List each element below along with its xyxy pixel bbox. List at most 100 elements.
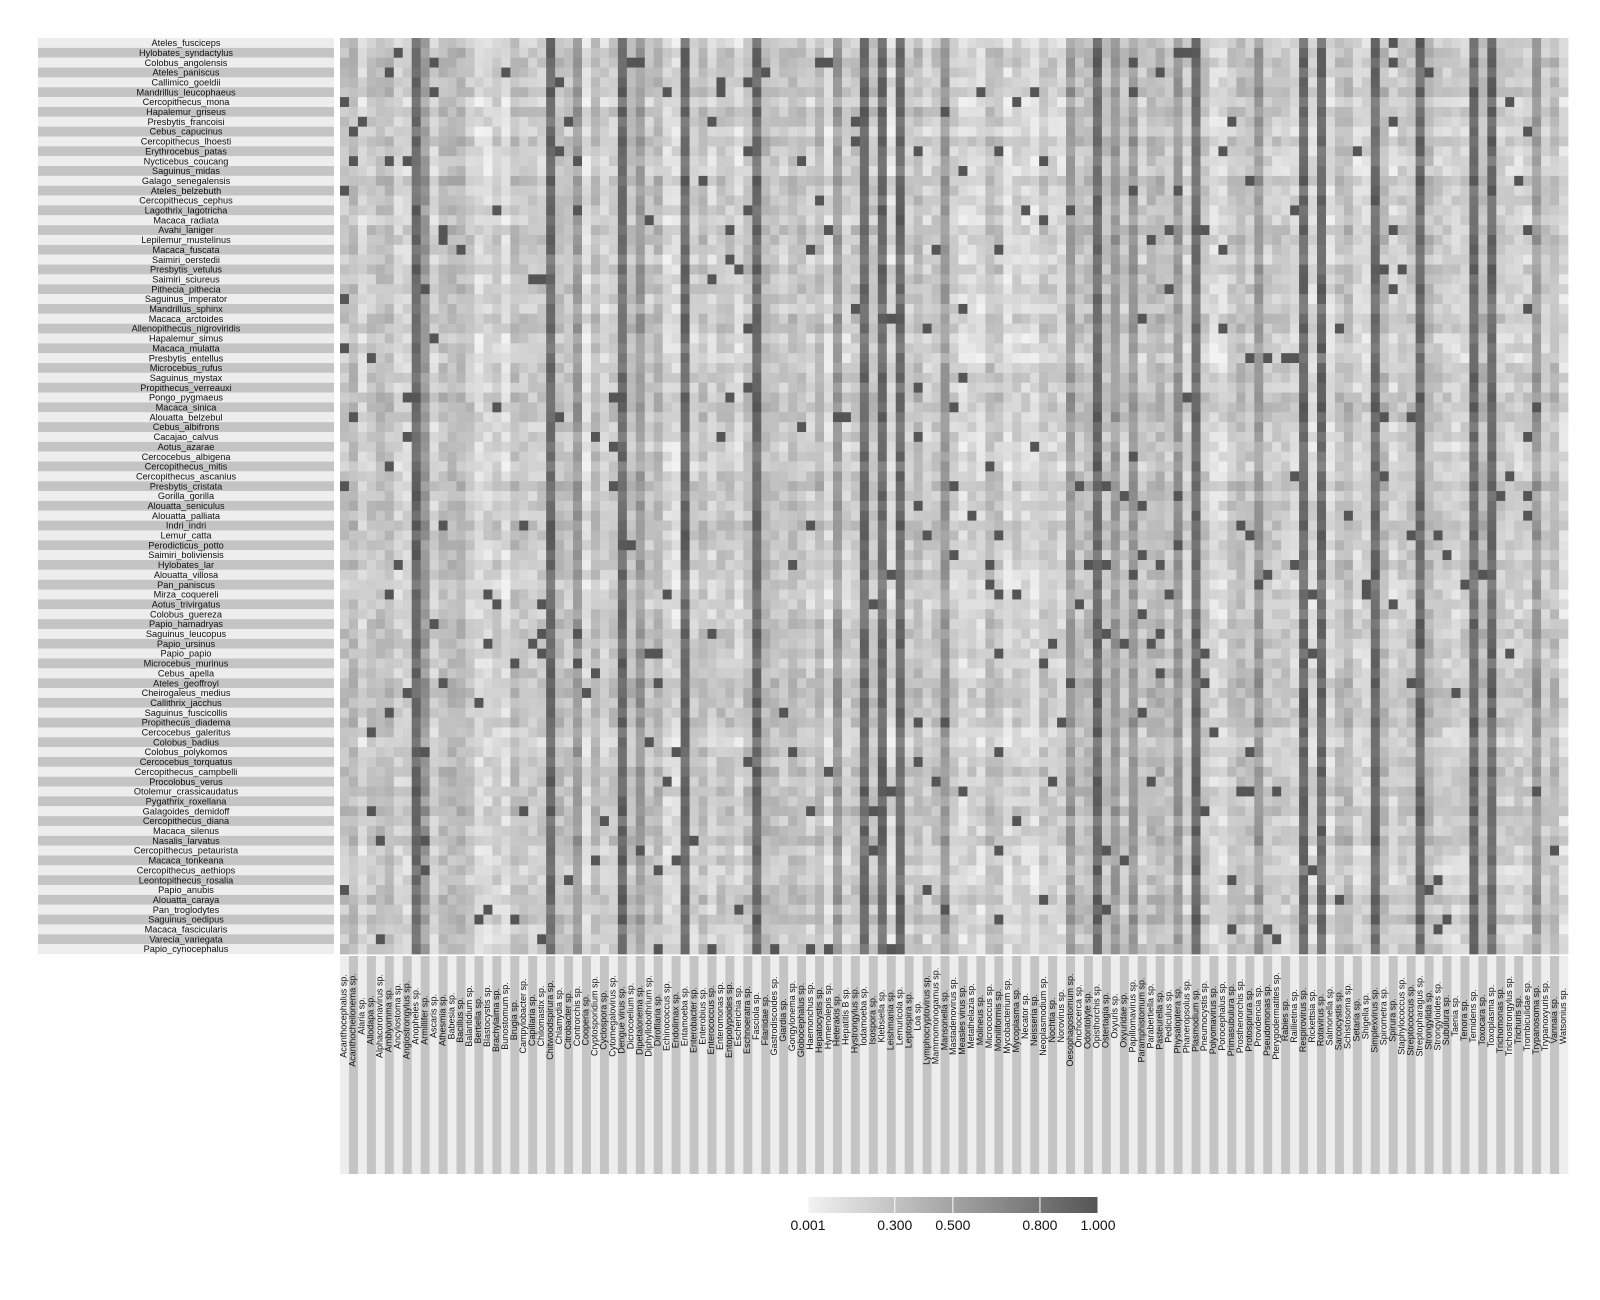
heatmap-cell bbox=[832, 303, 843, 315]
heatmap-cell bbox=[985, 215, 995, 226]
heatmap-cell bbox=[806, 353, 816, 364]
heatmap-cell bbox=[1218, 195, 1228, 206]
heatmap-cell bbox=[949, 47, 959, 59]
heatmap-cell bbox=[510, 353, 520, 364]
heatmap-cell bbox=[1272, 57, 1282, 68]
heatmap-cell bbox=[1496, 294, 1506, 305]
heatmap-cell bbox=[1406, 57, 1417, 68]
column-label-band bbox=[949, 956, 959, 1174]
heatmap-cell bbox=[725, 353, 735, 364]
heatmap-cell bbox=[1164, 303, 1174, 315]
heatmap-cell bbox=[456, 274, 466, 285]
heatmap-cell bbox=[698, 294, 708, 305]
heatmap-cell bbox=[940, 205, 950, 216]
heatmap-cell bbox=[1200, 294, 1210, 305]
heatmap-cell bbox=[411, 205, 422, 216]
heatmap-cell bbox=[1218, 363, 1228, 374]
heatmap-cell bbox=[922, 274, 932, 285]
heatmap-cell bbox=[1075, 175, 1085, 187]
column-label-band bbox=[940, 956, 950, 1174]
heatmap-cell bbox=[931, 77, 941, 88]
heatmap-cell bbox=[340, 323, 350, 334]
heatmap-cell bbox=[1415, 77, 1425, 88]
column-label-band bbox=[1308, 956, 1318, 1174]
heatmap-cell bbox=[1433, 244, 1443, 256]
heatmap-cell bbox=[635, 156, 646, 167]
heatmap-cell bbox=[1092, 126, 1103, 137]
heatmap-cell bbox=[555, 294, 565, 305]
heatmap-cell bbox=[1057, 215, 1067, 226]
heatmap-cell bbox=[420, 185, 431, 196]
heatmap-cell bbox=[734, 313, 744, 325]
heatmap-cell bbox=[895, 363, 906, 374]
heatmap-cell bbox=[841, 353, 852, 364]
heatmap-cell bbox=[1263, 244, 1273, 256]
column-label-band bbox=[1209, 956, 1219, 1174]
heatmap-cell bbox=[671, 205, 682, 216]
heatmap-cell bbox=[1406, 294, 1417, 305]
heatmap-cell bbox=[698, 136, 708, 147]
heatmap-cell bbox=[931, 126, 941, 137]
row-label-band bbox=[38, 845, 334, 856]
heatmap-cell bbox=[573, 166, 583, 177]
heatmap-cell bbox=[832, 126, 843, 137]
heatmap-cell bbox=[1514, 67, 1524, 78]
heatmap-cell bbox=[1083, 363, 1094, 374]
heatmap-cell bbox=[1128, 106, 1139, 118]
heatmap-cell bbox=[420, 126, 431, 137]
heatmap-cell bbox=[1281, 294, 1291, 305]
heatmap-cell bbox=[1101, 175, 1112, 187]
heatmap-cell bbox=[635, 126, 646, 137]
heatmap-cell bbox=[680, 215, 690, 226]
heatmap-cell bbox=[832, 274, 843, 285]
heatmap-cell bbox=[1057, 47, 1067, 59]
heatmap-cell bbox=[447, 294, 457, 305]
heatmap-cell bbox=[429, 205, 439, 216]
heatmap-cell bbox=[1469, 97, 1479, 108]
heatmap-cell bbox=[1200, 47, 1210, 59]
heatmap-cell bbox=[832, 254, 843, 265]
heatmap-cell bbox=[1397, 185, 1408, 196]
row-label-band bbox=[38, 835, 334, 846]
heatmap-cell bbox=[940, 136, 950, 147]
heatmap-cell bbox=[895, 303, 906, 315]
heatmap-cell bbox=[877, 38, 888, 49]
heatmap-cell bbox=[850, 313, 861, 325]
heatmap-cell bbox=[707, 333, 717, 344]
heatmap-cell bbox=[725, 225, 735, 236]
heatmap-cell bbox=[1110, 215, 1121, 226]
heatmap-cell bbox=[1406, 363, 1417, 374]
heatmap-cell bbox=[1066, 175, 1076, 187]
heatmap-cell bbox=[1218, 185, 1228, 196]
heatmap-cell bbox=[555, 116, 565, 128]
heatmap-cell bbox=[752, 57, 762, 68]
heatmap-cell bbox=[662, 225, 673, 236]
heatmap-cell bbox=[555, 343, 565, 354]
heatmap-cell bbox=[958, 195, 968, 206]
heatmap-cell bbox=[1272, 166, 1282, 177]
heatmap-cell bbox=[1487, 333, 1497, 344]
heatmap-cell bbox=[1155, 294, 1166, 305]
heatmap-cell bbox=[868, 156, 879, 167]
heatmap-cell bbox=[465, 244, 475, 256]
heatmap-cell bbox=[1119, 146, 1130, 157]
heatmap-cell bbox=[1442, 97, 1452, 108]
heatmap-cell bbox=[1334, 274, 1345, 285]
heatmap-cell bbox=[555, 67, 565, 78]
heatmap-cell bbox=[1352, 234, 1363, 246]
heatmap-cell bbox=[1021, 323, 1031, 334]
heatmap-cell bbox=[528, 323, 538, 334]
heatmap-cell bbox=[1532, 166, 1542, 177]
heatmap-cell bbox=[1075, 116, 1085, 128]
heatmap-cell bbox=[447, 313, 457, 325]
heatmap-cell bbox=[1182, 166, 1192, 177]
heatmap-cell bbox=[635, 205, 646, 216]
heatmap-cell bbox=[958, 254, 968, 265]
heatmap-cell bbox=[608, 47, 619, 59]
heatmap-cell bbox=[850, 38, 861, 49]
heatmap-cell bbox=[1182, 185, 1192, 196]
heatmap-cell bbox=[1101, 106, 1112, 118]
heatmap-cell bbox=[877, 185, 888, 196]
heatmap-cell bbox=[1012, 264, 1022, 275]
heatmap-cell bbox=[1048, 87, 1058, 98]
